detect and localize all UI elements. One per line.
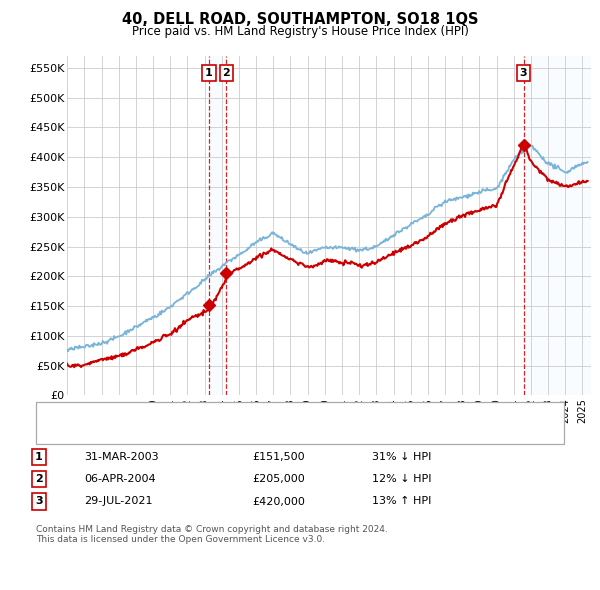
Text: 40, DELL ROAD, SOUTHAMPTON, SO18 1QS (detached house): 40, DELL ROAD, SOUTHAMPTON, SO18 1QS (de… [90, 409, 428, 419]
Text: 1: 1 [205, 68, 213, 78]
Text: HPI: Average price, detached house, Southampton: HPI: Average price, detached house, Sout… [90, 427, 367, 437]
Text: 3: 3 [35, 497, 43, 506]
Text: 29-JUL-2021: 29-JUL-2021 [84, 497, 152, 506]
Text: 06-APR-2004: 06-APR-2004 [84, 474, 155, 484]
Text: Price paid vs. HM Land Registry's House Price Index (HPI): Price paid vs. HM Land Registry's House … [131, 25, 469, 38]
Text: 3: 3 [520, 68, 527, 78]
Text: 13% ↑ HPI: 13% ↑ HPI [372, 497, 431, 506]
Text: £420,000: £420,000 [252, 497, 305, 506]
Text: 40, DELL ROAD, SOUTHAMPTON, SO18 1QS: 40, DELL ROAD, SOUTHAMPTON, SO18 1QS [122, 12, 478, 27]
Text: 2: 2 [35, 474, 43, 484]
Text: 1: 1 [35, 453, 43, 462]
Text: £205,000: £205,000 [252, 474, 305, 484]
Text: 31-MAR-2003: 31-MAR-2003 [84, 453, 158, 462]
Bar [524, 56, 591, 395]
Text: £151,500: £151,500 [252, 453, 305, 462]
Text: 2: 2 [223, 68, 230, 78]
Text: Contains HM Land Registry data © Crown copyright and database right 2024.
This d: Contains HM Land Registry data © Crown c… [36, 525, 388, 545]
Text: 31% ↓ HPI: 31% ↓ HPI [372, 453, 431, 462]
Bar [209, 56, 226, 395]
Text: 12% ↓ HPI: 12% ↓ HPI [372, 474, 431, 484]
